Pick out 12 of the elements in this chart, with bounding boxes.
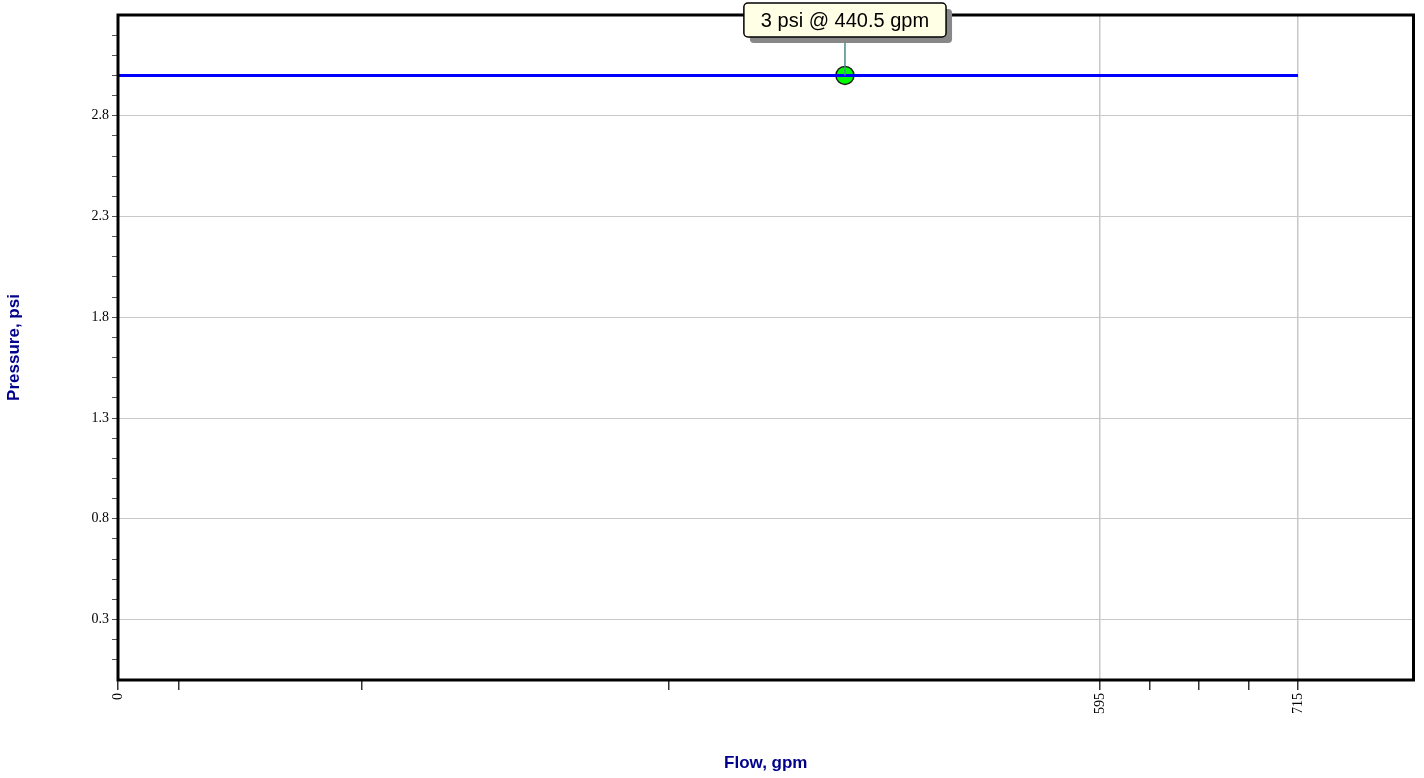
y-tick-label: 1.3 [91,409,109,425]
x-tick-label: 595 [1091,693,1107,714]
y-tick-label: 0.3 [91,611,109,627]
annotation: 3 psi @ 440.5 gpm [760,8,930,31]
y-tick-label: 1.8 [91,308,109,324]
y-tick-label: 2.8 [91,107,109,123]
y-tick-label: 2.3 [91,208,109,224]
x-tick-label: 0 [109,693,125,700]
x-tick-label: 715 [1289,693,1305,714]
y-axis-title: Pressure, psi [3,294,23,401]
y-tick-label: 0.8 [91,510,109,526]
x-axis-title: Flow, gpm [724,753,808,773]
